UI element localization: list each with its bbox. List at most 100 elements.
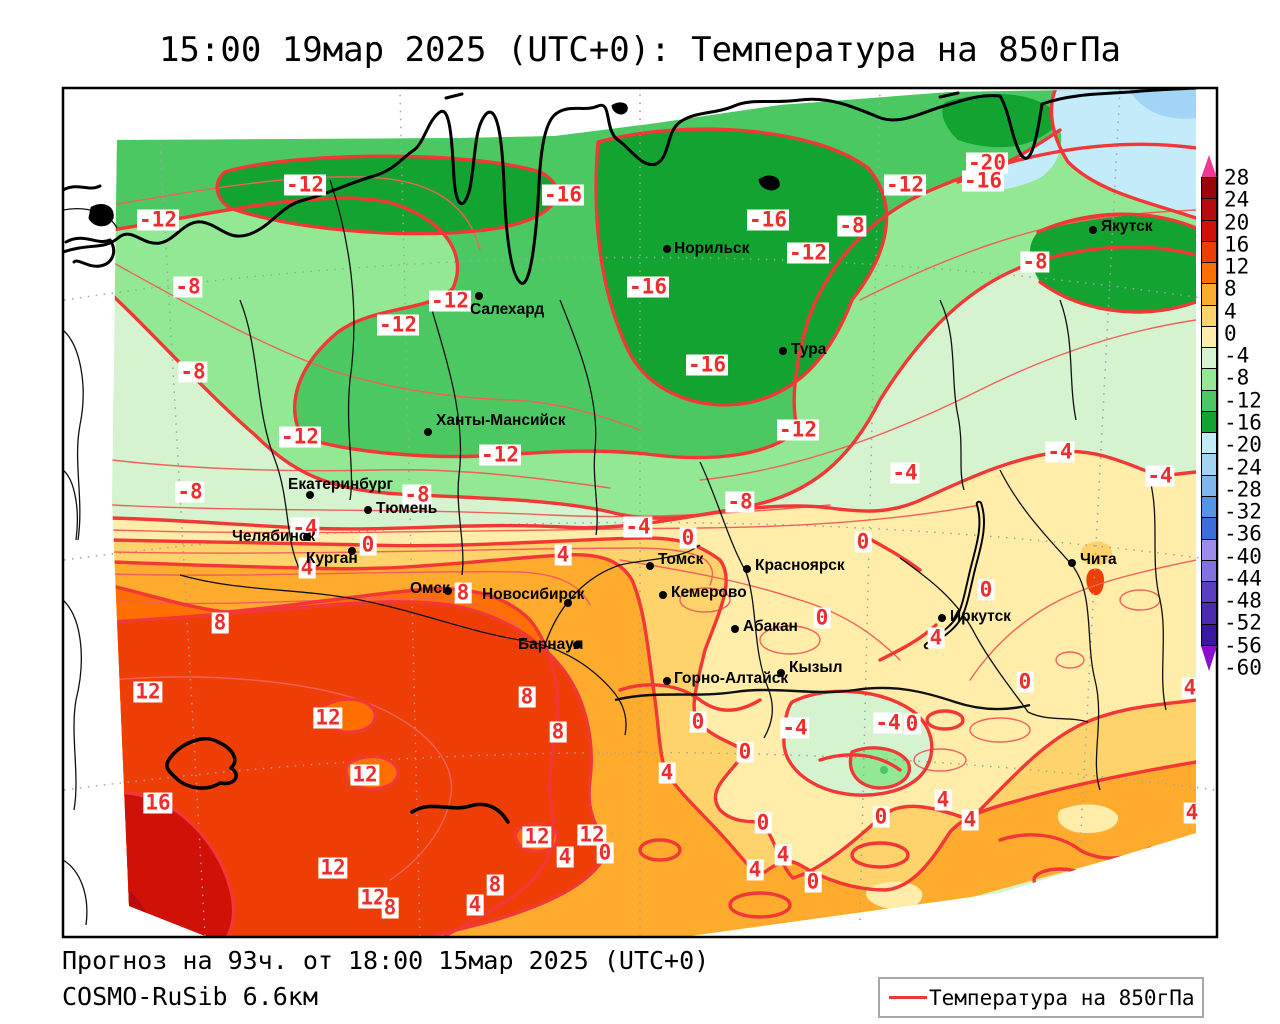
contour-label: 8 [211,610,229,635]
colorbar-tick: 24 [1224,187,1250,212]
contour-label: 12 [318,855,348,880]
colorbar-bands [1201,177,1217,646]
colorbar-band [1201,325,1217,349]
temperature-colorbar [1201,155,1217,671]
contour-label: 0 [804,869,822,894]
contour-label: -8 [175,479,205,504]
colorbar-under-arrow [1201,645,1217,671]
city-label: Новосибирск [482,586,585,603]
colorbar-tick: -44 [1224,566,1262,591]
contour-label: -4 [1045,439,1075,464]
colorbar-tick: -56 [1224,633,1262,658]
city-label: Екатеринбург [288,476,393,493]
contour-label: 4 [658,760,676,785]
contour-label: -12 [377,312,419,337]
colorbar-tick: 28 [1224,165,1250,190]
contour-label: 4 [1183,800,1201,825]
colorbar-band [1201,538,1217,561]
colorbar-tick: -20 [1224,432,1262,457]
contour-label: 4 [466,892,484,917]
graticule [63,88,1217,937]
colorbar-tick: -4 [1224,343,1250,368]
contour-label: -16 [627,274,669,299]
colorbar-band [1201,177,1217,200]
contour-label: 4 [927,625,945,650]
colorbar-band [1201,623,1217,646]
contour-label: 0 [736,739,754,764]
city-dot [743,565,751,573]
plot-frame [61,86,1219,939]
contour-label: 12 [313,705,343,730]
colorbar-tick: -16 [1224,410,1262,435]
contour-label: 4 [774,842,792,867]
contour-label: 4 [1181,675,1199,700]
city-dot [573,641,581,649]
contour-label: 4 [746,857,764,882]
colorbar-tick: 16 [1224,232,1250,257]
city-dot [938,614,946,622]
contour-label: 0 [872,804,890,829]
contour-label: 4 [961,807,979,832]
contour-label: 4 [556,844,574,869]
city-label: Тюмень [376,500,438,517]
colorbar-tick: -24 [1224,455,1262,480]
colorbar-tick: 12 [1224,254,1250,279]
contour-label: 8 [518,684,536,709]
city-label: Горно-Алтайск [674,670,789,687]
contour-label: -12 [787,240,829,265]
contour-label: 12 [522,824,552,849]
contour-label: 0 [689,709,707,734]
colorbar-tick: -8 [1224,365,1250,390]
city-dot [1068,559,1076,567]
city-dot [475,292,483,300]
city-dot [646,562,654,570]
city-dot [731,625,739,633]
colorbar-band [1201,198,1217,221]
colorbar-band [1201,368,1217,391]
contour-label: 0 [813,605,831,630]
colorbar-tick: -28 [1224,477,1262,502]
city-dot [779,347,787,355]
colorbar-tick: 4 [1224,299,1237,324]
contour-label: -8 [1020,249,1050,274]
contour-label: -8 [402,482,432,507]
colorbar-band [1201,581,1217,604]
city-label: Курган [306,550,358,567]
colorbar-tick: -40 [1224,544,1262,569]
contour-label: 0 [359,532,377,557]
city-label: Ханты-Мансийск [436,412,566,429]
contour-label: 0 [903,711,921,736]
legend-line-sample [889,996,927,999]
colorbar-band [1201,262,1217,285]
city-label: Барнаул [518,636,584,653]
contour-label: 8 [549,719,567,744]
lakes [165,500,985,824]
colorbar-band [1201,602,1217,625]
contour-label: 0 [1016,669,1034,694]
admin-borders [63,179,1167,926]
city-label: Красноярск [755,557,845,574]
city-label: Челябинск [232,528,316,545]
colorbar-tick: 0 [1224,321,1237,346]
city-label: Омск [410,580,450,597]
city-dot [659,591,667,599]
contour-label: -12 [479,442,521,467]
contour-label: -16 [542,182,584,207]
city-label: Томск [658,551,704,568]
contour-label: 12 [350,762,380,787]
model-info: COSMO-RuSib 6.6км [62,982,318,1011]
colorbar-band [1201,474,1217,497]
city-dot [777,669,785,677]
contour-label: -16 [686,352,728,377]
colorbar-tick: -48 [1224,588,1262,613]
contour-label: -12 [137,207,179,232]
contour-label: 12 [577,822,607,847]
colorbar-over-arrow [1201,155,1217,178]
contour-label: -12 [279,424,321,449]
contour-label: -8 [837,213,867,238]
city-label: Чита [1080,551,1117,568]
contour-label: -12 [777,417,819,442]
contour-label: 8 [486,872,504,897]
